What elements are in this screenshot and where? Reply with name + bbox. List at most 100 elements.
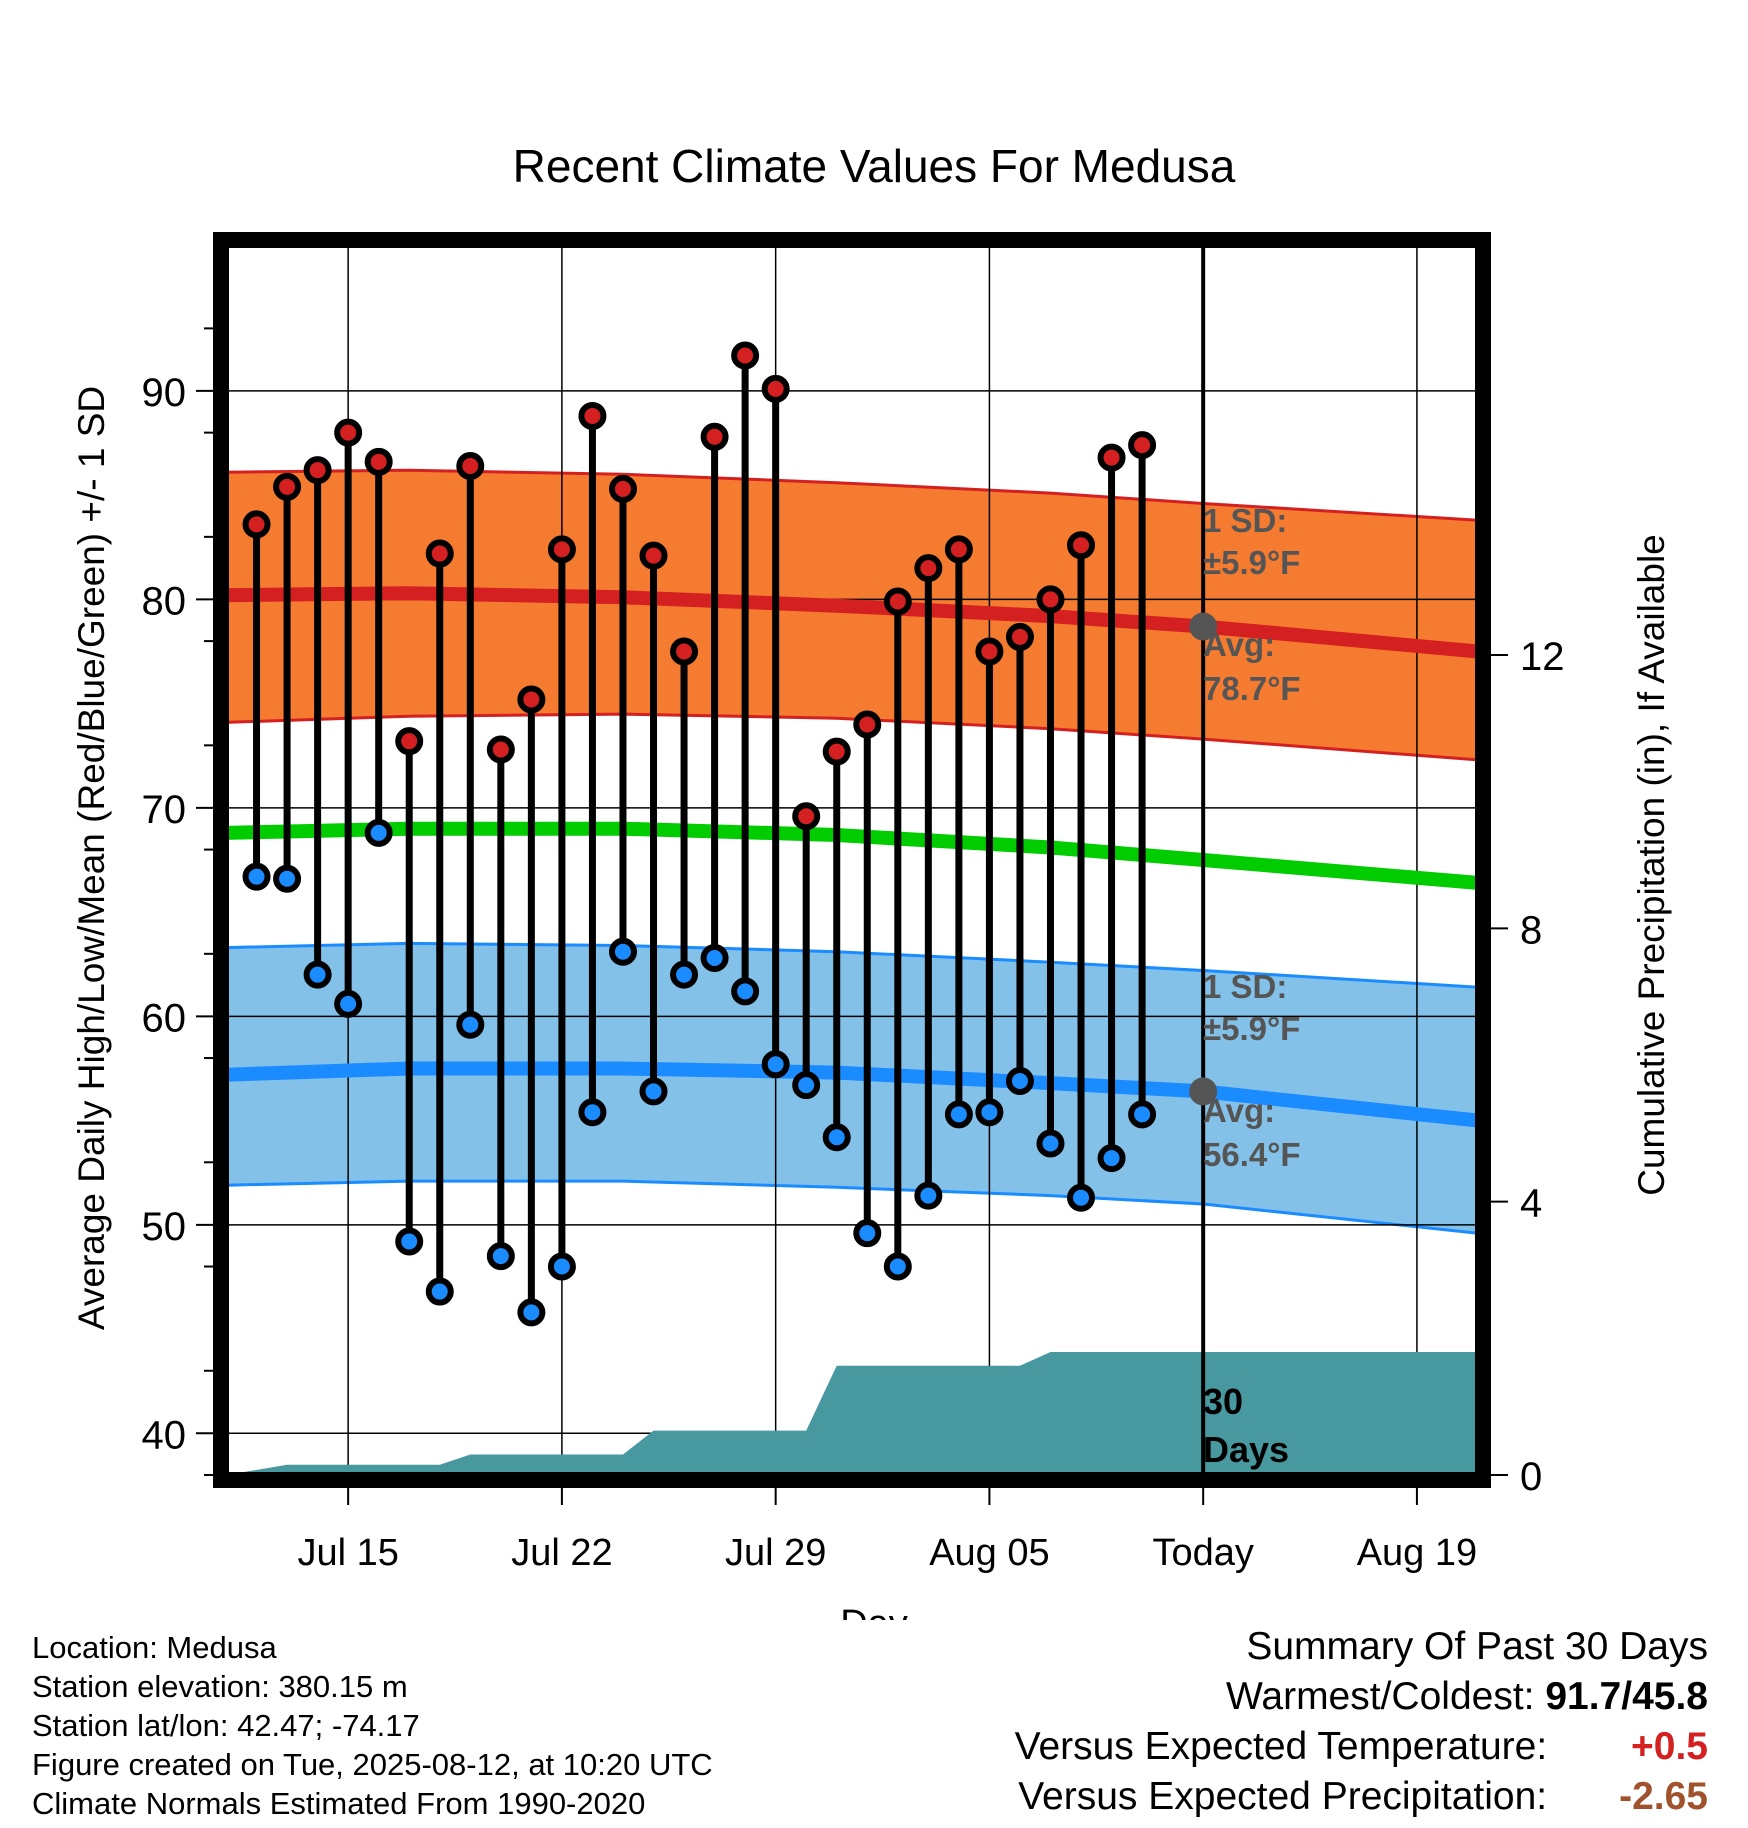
obs-high-point — [364, 447, 393, 476]
temp-value: +0.5 — [1631, 1725, 1708, 1768]
y-tick-label: 70 — [142, 788, 187, 832]
low-sd-value: ±5.9°F — [1203, 1010, 1300, 1047]
obs-low-point — [700, 943, 729, 972]
y2-axis-label: Cumulative Precipitation (in), If Availa… — [1631, 534, 1672, 1196]
obs-low-point — [303, 960, 332, 989]
obs-low-point — [334, 989, 363, 1018]
obs-high-point — [883, 587, 912, 616]
mean-normal-line — [226, 821, 1478, 890]
obs-high-point — [273, 472, 302, 501]
y2-tick-label: 8 — [1520, 908, 1542, 952]
obs-high-point — [242, 510, 271, 539]
observed-values — [242, 341, 1218, 1327]
normal-bands — [226, 468, 1478, 1235]
climate-chart: Recent Climate Values For Medusa 4050607… — [71, 140, 1672, 1620]
obs-high-point — [608, 474, 637, 503]
obs-high-point — [456, 451, 485, 480]
y-tick-label: 80 — [142, 579, 187, 623]
obs-high-point — [1128, 431, 1157, 460]
obs-high-point — [670, 637, 699, 666]
obs-high-point — [1036, 585, 1065, 614]
annotations: 1 SD: ±5.9°F Avg: 78.7°F 1 SD: ±5.9°F Av… — [1203, 502, 1301, 1470]
obs-high-point — [853, 710, 882, 739]
high-avg-label: Avg: — [1203, 626, 1275, 663]
high-sd-band — [226, 470, 1478, 760]
obs-low-point — [395, 1227, 424, 1256]
low-sd-label: 1 SD: — [1203, 968, 1287, 1005]
obs-low-point — [944, 1100, 973, 1129]
warm-cold-label: Warmest/Coldest: — [1226, 1675, 1535, 1718]
precip-label: Versus Expected Precipitation: — [1018, 1775, 1548, 1818]
x-tick-label: Jul 22 — [511, 1532, 612, 1574]
y2-tick-label: 12 — [1520, 635, 1565, 679]
gridlines — [226, 245, 1478, 1475]
obs-low-point — [486, 1242, 515, 1271]
obs-high-point — [334, 418, 363, 447]
y2-tick-label: 4 — [1520, 1182, 1542, 1226]
plot-frame — [213, 232, 1491, 1488]
obs-high-point — [1005, 622, 1034, 651]
period-label-line1: 30 — [1203, 1381, 1243, 1422]
obs-low-point — [639, 1077, 668, 1106]
temp-label: Versus Expected Temperature: — [1014, 1725, 1548, 1768]
chart-title: Recent Climate Values For Medusa — [513, 140, 1236, 192]
precip-area — [226, 1352, 1478, 1475]
obs-high-point — [822, 737, 851, 766]
obs-low-point — [273, 864, 302, 893]
obs-high-point — [639, 541, 668, 570]
obs-low-point — [1036, 1129, 1065, 1158]
footer-info: Location: Medusa Station elevation: 380.… — [32, 1628, 713, 1823]
obs-low-point — [608, 937, 637, 966]
obs-low-point — [425, 1277, 454, 1306]
x-tick-label: Jul 29 — [725, 1532, 826, 1574]
obs-high-point — [517, 685, 546, 714]
obs-high-point — [395, 727, 424, 756]
high-sd-value: ±5.9°F — [1203, 544, 1300, 581]
obs-low-point — [853, 1219, 882, 1248]
footer-elevation: Station elevation: 380.15 m — [32, 1669, 408, 1704]
y-tick-label: 50 — [142, 1205, 187, 1249]
obs-high-point — [425, 539, 454, 568]
axes: 40 50 60 70 80 90 0 4 8 12 Jul 15 Jul 22 Jul 29 Aug 0… — [142, 327, 1565, 1574]
summary-temp-row: Versus Expected Temperature: +0.5 — [1015, 1722, 1708, 1772]
precip-value: -2.65 — [1619, 1775, 1708, 1818]
obs-low-point — [242, 862, 271, 891]
obs-high-point — [731, 341, 760, 370]
obs-low-point — [670, 960, 699, 989]
obs-low-point — [547, 1252, 576, 1281]
obs-low-point — [975, 1098, 1004, 1127]
summary-panel: Summary Of Past 30 Days Warmest/Coldest:… — [1015, 1622, 1708, 1822]
summary-precip-row: Versus Expected Precipitation: -2.65 — [1015, 1772, 1708, 1822]
y-tick-label: 90 — [142, 371, 187, 415]
plot-border — [213, 232, 1491, 1488]
obs-low-point — [456, 1010, 485, 1039]
obs-high-point — [761, 374, 790, 403]
obs-low-point — [761, 1050, 790, 1079]
obs-low-point — [1097, 1144, 1126, 1173]
footer-created: Figure created on Tue, 2025-08-12, at 10… — [32, 1747, 713, 1782]
period-label-line2: Days — [1203, 1429, 1289, 1470]
obs-high-point — [700, 422, 729, 451]
low-avg-value: 56.4°F — [1203, 1136, 1301, 1173]
today-low-avg-marker — [1189, 1077, 1218, 1106]
y-tick-label: 60 — [142, 996, 187, 1040]
obs-high-point — [486, 735, 515, 764]
obs-low-point — [883, 1252, 912, 1281]
footer-normals: Climate Normals Estimated From 1990-2020 — [32, 1786, 646, 1821]
obs-high-point — [975, 637, 1004, 666]
high-avg-value: 78.7°F — [1203, 670, 1301, 707]
x-tick-label: Aug 19 — [1357, 1532, 1477, 1574]
obs-high-point — [578, 401, 607, 430]
obs-high-point — [914, 554, 943, 583]
obs-low-point — [1067, 1183, 1096, 1212]
low-sd-band — [226, 943, 1478, 1234]
obs-high-point — [944, 535, 973, 564]
footer-location: Location: Medusa — [32, 1630, 277, 1665]
x-tick-label: Jul 15 — [297, 1532, 398, 1574]
obs-high-point — [1097, 443, 1126, 472]
obs-low-point — [517, 1298, 546, 1327]
y-axis-label: Average Daily High/Low/Mean (Red/Blue/Gr… — [71, 386, 112, 1330]
obs-high-point — [547, 535, 576, 564]
obs-low-point — [578, 1098, 607, 1127]
obs-low-point — [792, 1071, 821, 1100]
